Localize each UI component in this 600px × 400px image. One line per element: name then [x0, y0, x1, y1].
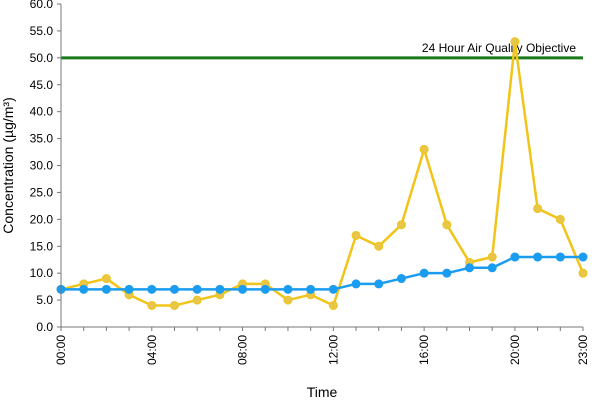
y-tick-label: 5.0: [36, 293, 53, 307]
y-tick-label: 0.0: [36, 320, 53, 334]
y-tick-label: 25.0: [30, 185, 54, 199]
series-2: [56, 252, 588, 294]
data-point: [283, 284, 293, 294]
y-tick-label: 30.0: [30, 159, 54, 173]
y-tick-label: 55.0: [30, 24, 54, 38]
data-point: [555, 252, 565, 262]
x-tick-label: 23:00: [576, 335, 590, 365]
series-line: [60, 40, 585, 307]
data-point: [510, 37, 520, 47]
data-point: [419, 268, 429, 278]
series-line: [61, 255, 583, 291]
y-tick-label: 15.0: [30, 239, 54, 253]
y-tick-label: 35.0: [30, 132, 54, 146]
data-point: [169, 284, 179, 294]
data-point: [374, 241, 384, 251]
data-point: [79, 284, 89, 294]
air-quality-objective-line: 24 Hour Air Quality Objective: [61, 41, 583, 60]
data-point: [374, 279, 384, 289]
data-point: [147, 300, 157, 310]
data-point: [419, 144, 429, 154]
x-tick-label: 16:00: [417, 335, 431, 365]
data-point: [396, 274, 406, 284]
data-point: [533, 252, 543, 262]
y-tick-label: 10.0: [30, 266, 54, 280]
data-point: [328, 284, 338, 294]
data-point: [260, 284, 270, 294]
data-point: [147, 284, 157, 294]
x-axis-ticks: 00:00 04:00 08:00 12:00 16:00 20:00 23:00: [54, 327, 590, 365]
data-point: [328, 300, 338, 310]
data-point: [442, 220, 452, 230]
data-point: [192, 295, 202, 305]
data-point: [442, 268, 452, 278]
y-tick-label: 60.0: [30, 0, 54, 11]
x-tick-label: 12:00: [326, 335, 340, 365]
data-point: [306, 284, 316, 294]
series-1: [56, 37, 588, 310]
data-point: [215, 284, 225, 294]
x-tick-label: 08:00: [236, 335, 250, 365]
x-tick-label: 20:00: [508, 335, 522, 365]
y-tick-label: 20.0: [30, 212, 54, 226]
objective-label: 24 Hour Air Quality Objective: [422, 41, 576, 55]
data-point: [169, 300, 179, 310]
data-point: [351, 230, 361, 240]
data-point: [238, 284, 248, 294]
data-point: [351, 279, 361, 289]
data-point: [555, 214, 565, 224]
series-layer: [56, 37, 588, 310]
data-point: [396, 220, 406, 230]
x-axis-title: Time: [307, 384, 338, 400]
data-point: [124, 284, 134, 294]
data-point: [487, 252, 497, 262]
data-point: [101, 284, 111, 294]
data-point: [283, 295, 293, 305]
data-point: [487, 263, 497, 273]
y-axis-ticks: 0.0 5.0 10.0 15.0 20.0 25.0 30.0 35.0 40.0 45.0 50…: [30, 0, 61, 334]
data-point: [510, 252, 520, 262]
y-tick-label: 45.0: [30, 78, 54, 92]
y-axis-title: Concentration (µg/m³): [0, 97, 16, 233]
x-tick-label: 04:00: [145, 335, 159, 365]
data-point: [101, 274, 111, 284]
data-point: [578, 268, 588, 278]
data-point: [578, 252, 588, 262]
data-point: [533, 204, 543, 214]
y-tick-label: 50.0: [30, 51, 54, 65]
x-tick-label: 00:00: [54, 335, 68, 365]
y-tick-label: 40.0: [30, 105, 54, 119]
data-point: [192, 284, 202, 294]
data-point: [465, 263, 475, 273]
